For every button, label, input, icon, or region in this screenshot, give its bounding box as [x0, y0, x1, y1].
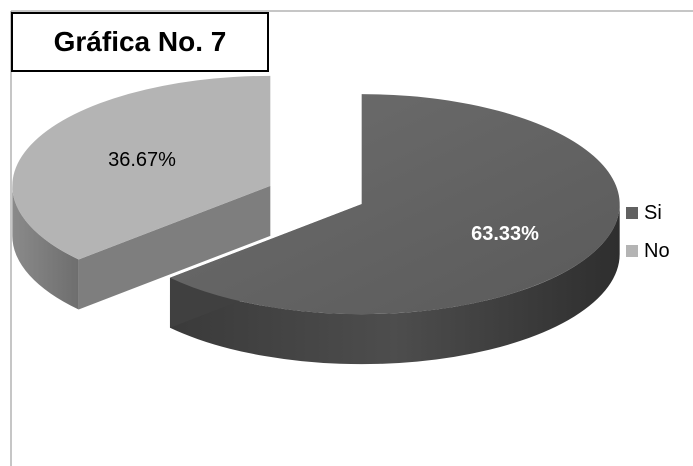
legend-swatch-si — [626, 207, 638, 219]
slice-si-wall — [169, 204, 620, 365]
legend-item-si: Si — [626, 202, 670, 224]
slice-si — [169, 94, 620, 315]
chart-title: Gráfica No. 7 — [53, 26, 227, 57]
legend-label-si: Si — [644, 201, 662, 224]
legend-item-no: No — [626, 240, 670, 262]
legend-label-no: No — [644, 239, 670, 262]
chart-title-box: Gráfica No. 7 — [11, 12, 269, 72]
slice-no-cut-0 — [78, 185, 271, 310]
data-label-si: 63.33% — [471, 223, 539, 245]
data-label-no: 36.67% — [108, 149, 176, 171]
slice-no — [12, 75, 271, 260]
legend: Si No — [626, 202, 670, 278]
slice-no-wall — [12, 185, 79, 310]
legend-swatch-no — [626, 245, 638, 257]
